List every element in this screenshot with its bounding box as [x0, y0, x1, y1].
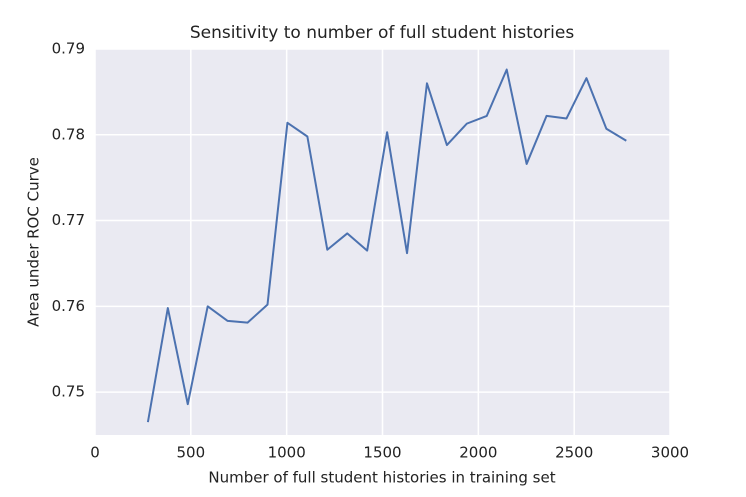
marks [146, 68, 627, 423]
chart-title: Sensitivity to number of full student hi… [190, 23, 575, 43]
x-tick-label: 1500 [363, 444, 401, 462]
grid [94, 48, 671, 435]
x-tick-label: 2000 [459, 444, 497, 462]
x-axis-label: Number of full student histories in trai… [208, 469, 555, 487]
y-axis-label: Area under ROC Curve [25, 157, 43, 327]
y-tick-label: 0.77 [52, 211, 85, 229]
x-tick-label: 2500 [555, 444, 593, 462]
y-tick-label: 0.75 [52, 383, 85, 401]
x-tick-label: 500 [177, 444, 206, 462]
y-tick-label: 0.79 [52, 40, 85, 58]
x-tick-label: 0 [90, 444, 100, 462]
y-tick-label: 0.78 [52, 125, 85, 143]
data-line [146, 68, 627, 423]
y-tick-label: 0.76 [52, 297, 85, 315]
x-tick-label: 1000 [268, 444, 306, 462]
x-tick-label: 3000 [651, 444, 689, 462]
